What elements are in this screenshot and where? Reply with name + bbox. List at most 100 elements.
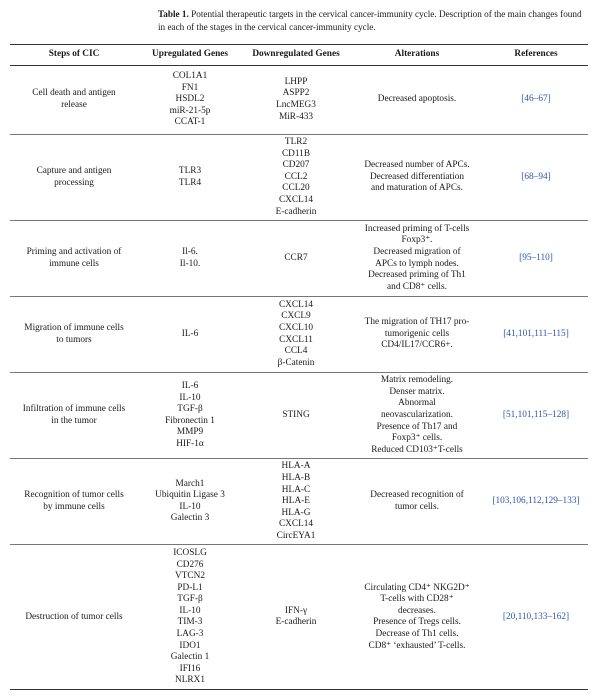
gene-item: March1 (175, 478, 205, 489)
alteration-item: Decreased apoptosis. (377, 94, 457, 105)
gene-item: TLR4 (178, 177, 202, 188)
gene-item: HSDL2 (175, 94, 205, 105)
gene-item: E-cadherin (275, 206, 317, 217)
cell-downregulated: IFN-γ E-cadherin (242, 544, 350, 691)
alteration-item: Matrix remodeling. (380, 375, 454, 386)
cell-downregulated: CXCL14 CXCL9 CXCL10 CXCL11 CCL4 β-Catenin (242, 296, 350, 374)
cell-upregulated: COL1A1 FN1 HSDL2 miR-21-5p CCAT-1 (138, 65, 242, 135)
alteration-item: Decreased differentiation and maturation… (369, 171, 465, 194)
cell-references[interactable]: [103,106,112,129–133] (484, 458, 588, 546)
table-row: Cell death and antigen release COL1A1 FN1 H… (10, 65, 588, 135)
gene-item: CCL4 (284, 346, 308, 357)
cic-table: Steps of CIC Upregulated Genes Downregul… (10, 44, 588, 691)
caption-text: Potential therapeutic targets in the cer… (158, 9, 582, 32)
gene-item: CXCL10 (278, 323, 314, 334)
header-alterations: Alterations (350, 44, 484, 66)
gene-item: VTCN2 (175, 571, 205, 582)
gene-item: CCAT-1 (174, 117, 206, 128)
gene-item: HLA-E (282, 496, 310, 507)
alteration-item: The migration of TH17 pro-tumorigenic ce… (364, 317, 470, 351)
cell-references[interactable]: [51,101,115–128] (484, 372, 588, 460)
cell-downregulated: STING (242, 372, 350, 460)
alteration-item: Denser matrix. (389, 386, 445, 397)
cell-downregulated: LHPP ASPP2 LncMEG3 MiR-433 (242, 65, 350, 135)
cell-step: Infiltration of immune cells in the tumo… (10, 372, 138, 460)
gene-item: Ubiquitin Ligase 3 (155, 490, 225, 501)
cell-references[interactable]: [95–110] (484, 220, 588, 298)
cell-step: Recognition of tumor cells by immune cel… (10, 458, 138, 546)
gene-item: HIF-1α (176, 438, 204, 449)
gene-item: CXCL14 (278, 519, 314, 530)
gene-item: FN1 (181, 82, 199, 93)
gene-item: HLA-G (281, 507, 311, 518)
table-row: Recognition of tumor cells by immune cel… (10, 458, 588, 546)
gene-item: IL-10 (179, 392, 201, 403)
alteration-item: Presence of Tregs cells. (373, 617, 461, 628)
cell-step: Destruction of tumor cells (10, 544, 138, 691)
cell-upregulated: ICOSLG CD276 VTCN2 PD-L1 TGF-β IL-10 TIM-3 LAG-… (138, 544, 242, 691)
gene-item: CXCL14 (278, 194, 314, 205)
table-row: Capture and antigen processing TLR3 TLR4 TL… (10, 134, 588, 222)
gene-item: TGF-β (177, 404, 203, 415)
gene-item: CCR7 (284, 252, 308, 263)
gene-item: STING (282, 409, 310, 420)
cell-references[interactable]: [46–67] (484, 65, 588, 135)
gene-item: HLA-C (281, 484, 311, 495)
gene-item: LAG-3 (176, 629, 204, 640)
alteration-item: Decreased priming of Th1 and CD8⁺ cells. (368, 270, 466, 292)
cell-alterations: Decreased apoptosis. (350, 65, 484, 135)
table-row: Infiltration of immune cells in the tumo… (10, 372, 588, 460)
gene-item: NLRX1 (175, 675, 205, 686)
gene-item: IL-10 (179, 501, 201, 512)
header-upregulated: Upregulated Genes (138, 44, 242, 66)
cell-references[interactable]: [41,101,111–115] (484, 296, 588, 374)
cell-alterations: Circulating CD4⁺ NKG2D⁺ T-cells with CD2… (350, 544, 484, 691)
gene-item: TLR2 (284, 137, 308, 147)
alteration-item: Abnormal neovascularization. (380, 398, 454, 420)
gene-item: ASPP2 (282, 88, 310, 99)
cell-step: Cell death and antigen release (10, 65, 138, 135)
cell-alterations: Decreased recognition of tumor cells. (350, 458, 484, 546)
gene-item: COL1A1 (172, 71, 208, 82)
gene-item: Galectin 1 (170, 652, 210, 663)
gene-item: Galectin 3 (170, 513, 210, 524)
gene-item: LHPP (284, 76, 308, 87)
cell-upregulated: TLR3 TLR4 (138, 134, 242, 222)
alteration-item: Reduced CD103⁺T-cells (371, 444, 463, 455)
gene-item: CD11B (281, 148, 311, 159)
gene-item: CCL2 (284, 171, 308, 182)
gene-item: MiR-433 (278, 111, 314, 122)
header-references: References (484, 44, 588, 66)
gene-item: IDO1 (179, 640, 201, 651)
alteration-item: Decrease of Th1 cells. (375, 629, 459, 640)
table-row: Migration of immune cells to tumors IL-6 C… (10, 296, 588, 374)
cell-references[interactable]: [20,110,133–162] (484, 544, 588, 691)
gene-item: IFI16 (179, 663, 201, 674)
table-caption: Table 1. Potential therapeutic targets i… (158, 8, 588, 34)
cell-downregulated: HLA-A HLA-B HLA-C HLA-E HLA-G CXCL14 CircEYA1 (242, 458, 350, 546)
gene-item: E-cadherin (275, 617, 317, 628)
cell-alterations: Increased priming of T-cells Foxp3⁺. Decr… (350, 220, 484, 298)
alteration-item: CD8⁺ ‘exhausted’ T-cells. (368, 640, 466, 651)
gene-item: HLA-B (281, 472, 311, 483)
cell-alterations: Matrix remodeling. Denser matrix. Abnormal… (350, 372, 484, 460)
gene-item: IL-6 (181, 380, 199, 391)
gene-item: Fibronectin 1 (165, 415, 215, 426)
gene-item: CCL20 (282, 183, 310, 194)
cell-downregulated: TLR2 CD11B CD207 CCL2 CCL20 CXCL14 E-cadherin (242, 134, 350, 222)
caption-label: Table 1. (158, 9, 189, 19)
gene-item: CD207 (282, 160, 310, 171)
cell-upregulated: IL-6 (138, 296, 242, 374)
header-steps: Steps of CIC (10, 44, 138, 66)
gene-item: TLR3 (178, 165, 202, 176)
gene-item: Il-10. (179, 258, 201, 269)
cell-references[interactable]: [68–94] (484, 134, 588, 222)
gene-item: miR-21-5p (169, 105, 211, 116)
gene-item: HLA-A (281, 461, 311, 472)
gene-item: PD-L1 (177, 582, 203, 593)
gene-item: TGF-β (177, 594, 203, 605)
table-body: Cell death and antigen release COL1A1 FN1 H… (10, 65, 588, 691)
gene-item: ICOSLG (173, 547, 207, 558)
table-row: Destruction of tumor cells ICOSLG CD276 VTC… (10, 544, 588, 691)
gene-item: IL-10 (179, 605, 201, 616)
